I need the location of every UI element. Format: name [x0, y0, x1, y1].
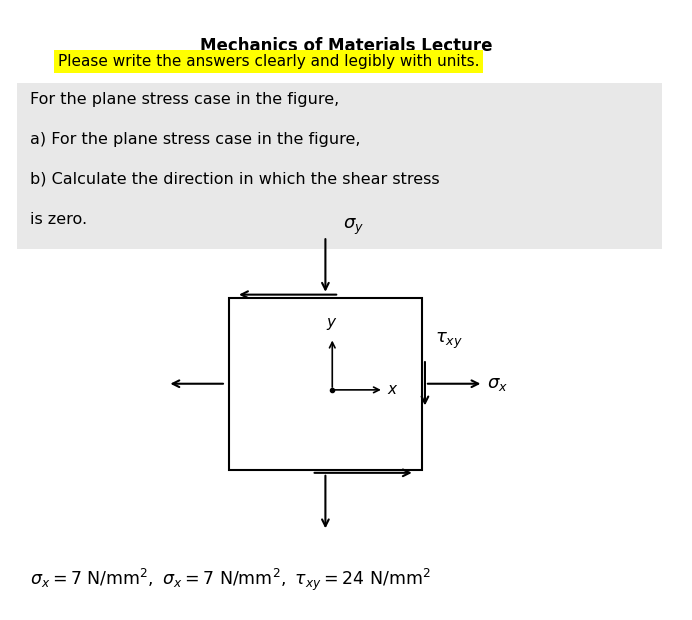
- Text: a) For the plane stress case in the figure,: a) For the plane stress case in the figu…: [30, 132, 361, 147]
- Text: is zero.: is zero.: [30, 211, 87, 227]
- Text: Please write the answers clearly and legibly with units.: Please write the answers clearly and leg…: [57, 54, 479, 69]
- Text: b) Calculate the direction in which the shear stress: b) Calculate the direction in which the …: [30, 172, 440, 187]
- Text: $\sigma_y$: $\sigma_y$: [343, 217, 363, 237]
- Bar: [17, 82, 662, 249]
- Text: $x$: $x$: [388, 383, 399, 397]
- Bar: [229, 298, 421, 470]
- Text: Mechanics of Materials Lecture: Mechanics of Materials Lecture: [200, 37, 492, 55]
- Text: $\tau_{xy}$: $\tau_{xy}$: [435, 330, 463, 351]
- Text: For the plane stress case in the figure,: For the plane stress case in the figure,: [30, 92, 340, 107]
- Text: $y$: $y$: [327, 316, 338, 332]
- Text: $\sigma_x$: $\sigma_x$: [486, 374, 508, 392]
- Text: $\sigma_x = 7\ \mathrm{N/mm^2},\ \sigma_x = 7\ \mathrm{N/mm^2},\ \tau_{xy} = 24\: $\sigma_x = 7\ \mathrm{N/mm^2},\ \sigma_…: [30, 566, 431, 593]
